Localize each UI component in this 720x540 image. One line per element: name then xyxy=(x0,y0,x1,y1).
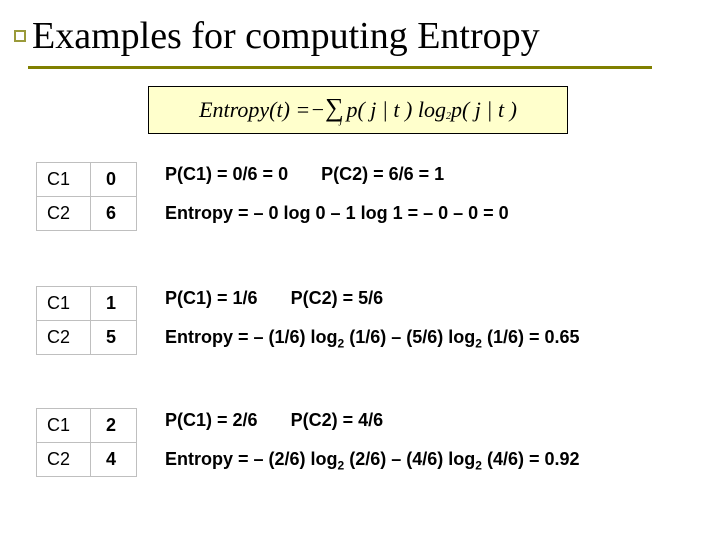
example-block-2: C1 1 C2 5 P(C1) = 1/6 P(C2) = 5/6 Entrop… xyxy=(36,286,580,355)
entropy-line: Entropy = – (1/6) log2 (1/6) – (5/6) log… xyxy=(165,327,580,351)
class-count: 1 xyxy=(91,287,137,321)
example-block-1: C1 0 C2 6 P(C1) = 0/6 = 0 P(C2) = 6/6 = … xyxy=(36,162,509,231)
class-label: C1 xyxy=(37,163,91,197)
count-table-3: C1 2 C2 4 xyxy=(36,408,137,477)
formula-p2: p( j | t ) xyxy=(451,97,517,123)
entropy-line: Entropy = – 0 log 0 – 1 log 1 = – 0 – 0 … xyxy=(165,203,509,224)
entropy-line: Entropy = – (2/6) log2 (2/6) – (4/6) log… xyxy=(165,449,580,473)
formula-log-base: 2 xyxy=(446,111,451,122)
class-label: C2 xyxy=(37,443,91,477)
class-count: 0 xyxy=(91,163,137,197)
pc2: P(C2) = 4/6 xyxy=(291,410,384,430)
formula-sum-index: j xyxy=(340,115,343,126)
class-label: C1 xyxy=(37,287,91,321)
calc-text-3: P(C1) = 2/6 P(C2) = 4/6 Entropy = – (2/6… xyxy=(165,408,580,473)
table-row: C2 4 xyxy=(37,443,137,477)
pc1: P(C1) = 0/6 = 0 xyxy=(165,164,288,184)
prob-line: P(C1) = 2/6 P(C2) = 4/6 xyxy=(165,410,580,431)
table-row: C1 1 xyxy=(37,287,137,321)
calc-text-2: P(C1) = 1/6 P(C2) = 5/6 Entropy = – (1/6… xyxy=(165,286,580,351)
page-title: Examples for computing Entropy xyxy=(32,14,540,58)
count-table-1: C1 0 C2 6 xyxy=(36,162,137,231)
class-count: 5 xyxy=(91,321,137,355)
title-underline xyxy=(28,66,652,69)
table-row: C1 0 xyxy=(37,163,137,197)
example-block-3: C1 2 C2 4 P(C1) = 2/6 P(C2) = 4/6 Entrop… xyxy=(36,408,580,477)
pc1: P(C1) = 1/6 xyxy=(165,288,258,308)
class-count: 2 xyxy=(91,409,137,443)
pc2: P(C2) = 6/6 = 1 xyxy=(321,164,444,184)
pc1: P(C1) = 2/6 xyxy=(165,410,258,430)
formula-p1: p( j | t ) log xyxy=(346,97,446,123)
formula-lhs: Entropy(t) = xyxy=(199,97,310,123)
count-table-2: C1 1 C2 5 xyxy=(36,286,137,355)
class-label: C1 xyxy=(37,409,91,443)
title-bullet xyxy=(14,30,26,42)
table-row: C2 6 xyxy=(37,197,137,231)
class-label: C2 xyxy=(37,321,91,355)
calc-text-1: P(C1) = 0/6 = 0 P(C2) = 6/6 = 1 Entropy … xyxy=(165,162,509,224)
pc2: P(C2) = 5/6 xyxy=(291,288,384,308)
class-count: 4 xyxy=(91,443,137,477)
table-row: C2 5 xyxy=(37,321,137,355)
entropy-formula: Entropy(t) = − ∑ j p( j | t ) log 2 p( j… xyxy=(148,86,568,134)
class-count: 6 xyxy=(91,197,137,231)
formula-neg: − xyxy=(310,97,325,123)
prob-line: P(C1) = 1/6 P(C2) = 5/6 xyxy=(165,288,580,309)
class-label: C2 xyxy=(37,197,91,231)
prob-line: P(C1) = 0/6 = 0 P(C2) = 6/6 = 1 xyxy=(165,164,509,185)
table-row: C1 2 xyxy=(37,409,137,443)
